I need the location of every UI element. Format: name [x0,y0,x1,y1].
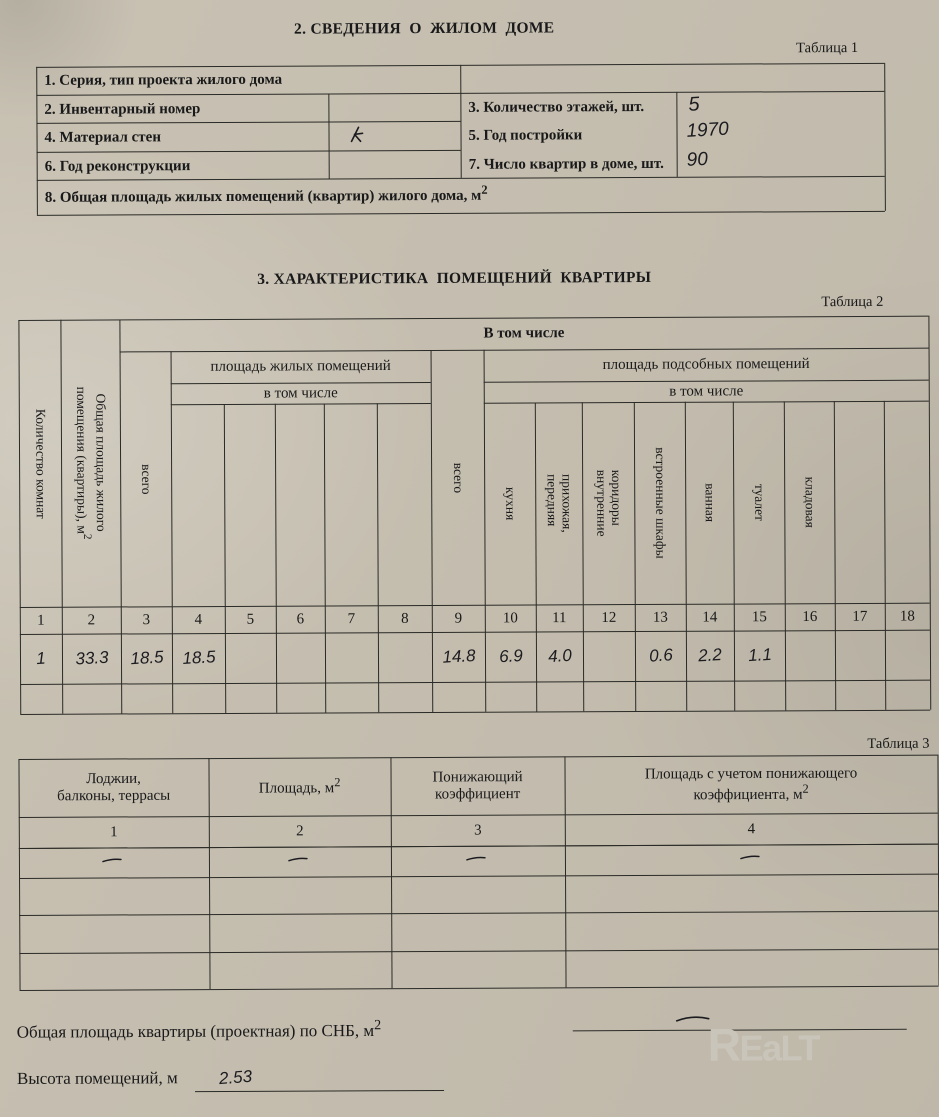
svg-text:REaLT: REaLT [708,1018,821,1071]
